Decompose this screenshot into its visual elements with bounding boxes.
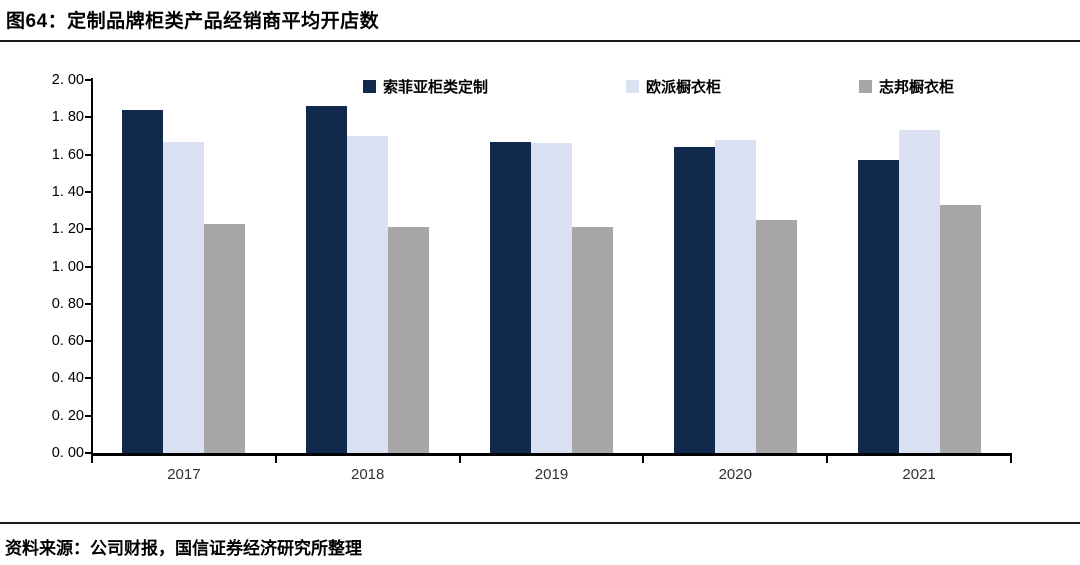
- x-category-label: 2019: [534, 466, 569, 483]
- y-tick-label: 0. 40: [51, 370, 84, 387]
- y-tick-label: 1. 40: [51, 183, 84, 200]
- y-tick-mark: [85, 265, 92, 268]
- x-tick-mark: [642, 455, 645, 463]
- y-tick-mark: [85, 377, 92, 380]
- bar-series1-2019: [490, 141, 531, 453]
- x-tick-mark: [274, 455, 277, 463]
- source-divider: [0, 522, 1080, 524]
- legend-label-series1: 索菲亚柜类定制: [383, 79, 489, 96]
- bar-series3-2019: [572, 227, 613, 453]
- y-tick-mark: [85, 302, 92, 305]
- x-category-label: 2017: [167, 466, 201, 483]
- x-tick-mark: [458, 455, 461, 463]
- y-tick-mark: [85, 228, 92, 231]
- bar-chart: 索菲亚柜类定制 欧派橱衣柜 志邦橱衣柜 0. 00 0. 20 0. 40 0. 60 0.…: [51, 72, 1012, 483]
- legend-label-series3: 志邦橱衣柜: [879, 79, 955, 96]
- x-category-label: 2018: [351, 466, 385, 483]
- legend-swatch-series3: [859, 80, 873, 93]
- y-tick-label: 1. 60: [51, 146, 84, 163]
- legend-item-series2: 欧派橱衣柜: [626, 76, 721, 97]
- x-tick-mark: [826, 455, 829, 463]
- legend-swatch-series1: [363, 80, 376, 93]
- y-tick-label: 0. 80: [51, 295, 84, 312]
- y-tick-label: 1. 20: [51, 221, 84, 238]
- y-tick-mark: [85, 452, 92, 454]
- legend-label-series2: 欧派橱衣柜: [646, 79, 722, 96]
- legend-swatch-series2: [626, 80, 640, 93]
- y-tick-label: 1. 00: [51, 258, 84, 275]
- x-tick-mark: [1010, 455, 1012, 463]
- title-divider: [0, 40, 1080, 42]
- bar-series3-2018: [388, 227, 430, 453]
- source-note: 资料来源：公司财报，国信证券经济研究所整理: [5, 539, 362, 558]
- y-tick-label: 0. 20: [51, 407, 84, 424]
- y-tick-label: 0. 00: [51, 445, 84, 461]
- y-axis-line: [91, 78, 93, 456]
- x-category-label: 2021: [902, 466, 936, 483]
- chart-legend: 索菲亚柜类定制 欧派橱衣柜 志邦橱衣柜: [363, 76, 954, 97]
- y-tick-mark: [85, 340, 92, 343]
- bar-series3-2021: [939, 204, 981, 453]
- y-tick-mark: [85, 190, 92, 193]
- bar-series1-2018: [306, 106, 348, 453]
- y-tick-label: 2. 00: [51, 72, 84, 88]
- bar-series1-2017: [122, 109, 164, 453]
- bar-series2-2019: [531, 143, 572, 453]
- bar-series2-2021: [898, 130, 940, 453]
- y-tick-label: 0. 60: [51, 333, 84, 350]
- y-tick-label: 1. 80: [51, 109, 84, 126]
- x-category-label: 2020: [718, 466, 752, 483]
- y-tick-mark: [85, 116, 92, 119]
- y-tick-mark: [85, 153, 92, 156]
- x-tick-mark: [91, 455, 93, 463]
- bar-series3-2017: [204, 223, 246, 453]
- legend-item-series3: 志邦橱衣柜: [859, 76, 954, 97]
- bar-series2-2017: [163, 141, 205, 453]
- legend-item-series1: 索菲亚柜类定制: [363, 76, 488, 97]
- bar-series2-2020: [714, 139, 756, 453]
- y-tick-mark: [85, 414, 92, 417]
- x-axis-line: [91, 453, 1012, 456]
- bar-series1-2021: [857, 160, 899, 453]
- y-tick-mark: [85, 79, 92, 81]
- bar-series1-2020: [673, 147, 715, 453]
- figure-title: 图64：定制品牌柜类产品经销商平均开店数: [6, 11, 380, 32]
- bar-series2-2018: [347, 135, 389, 453]
- bar-series3-2020: [755, 219, 797, 453]
